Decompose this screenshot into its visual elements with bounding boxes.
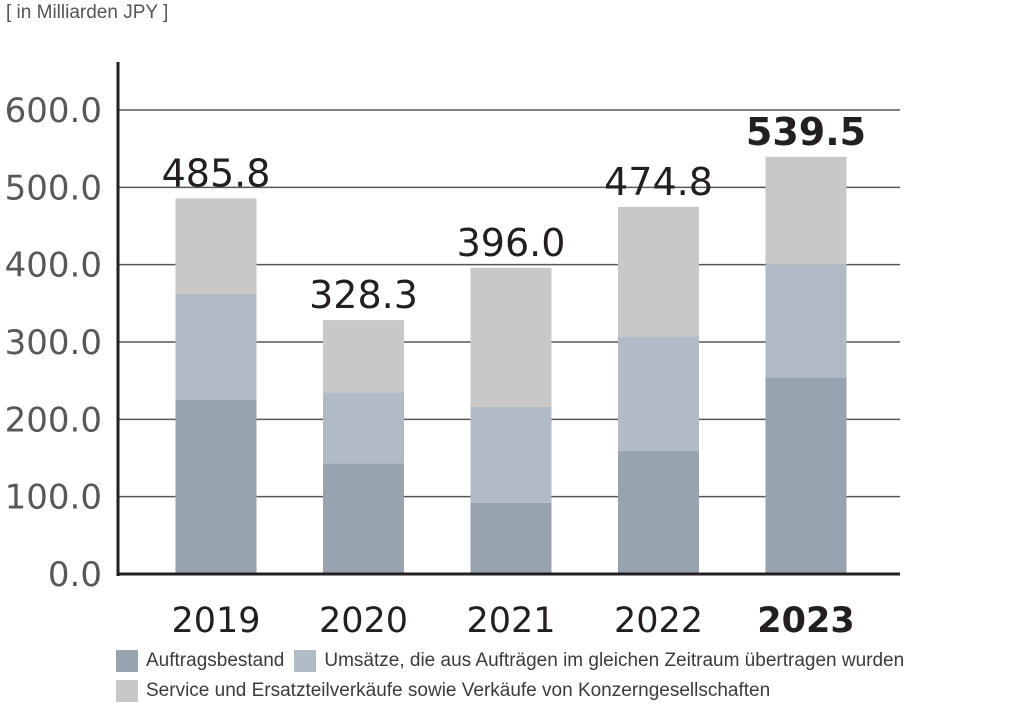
legend-label: Umsätze, die aus Aufträgen im gleichen Z… (324, 650, 905, 671)
y-tick-label: 0.0 (48, 555, 102, 595)
x-tick-label: 2020 (319, 601, 408, 641)
bar-segment (470, 406, 552, 503)
legend-swatch (116, 650, 138, 672)
bar-segment (470, 267, 552, 407)
x-tick-labels: 2019 2020 2021 2022 2023 (171, 601, 854, 641)
total-label: 539.5 (746, 110, 866, 154)
bar-segment (323, 392, 404, 464)
legend-swatch (294, 650, 317, 672)
y-tick-label: 400.0 (5, 246, 102, 286)
y-tick-label: 100.0 (5, 478, 102, 518)
total-label: 396.0 (457, 221, 566, 265)
legend-label: Auftragsbestand (146, 650, 285, 671)
total-label: 328.3 (309, 273, 418, 317)
bar-segment (323, 320, 404, 393)
bar-segment (618, 336, 699, 452)
y-tick-label: 300.0 (5, 323, 102, 363)
y-tick-label: 600.0 (5, 91, 102, 131)
bar-segment (765, 264, 847, 378)
unit-label: [ in Milliarden JPY ] (6, 2, 169, 23)
bar-segment (175, 400, 257, 574)
bar-segment (323, 463, 404, 574)
total-label: 485.8 (162, 151, 271, 195)
bar-segment (765, 156, 847, 265)
y-tick-labels: 0.0 100.0 200.0 300.0 400.0 500.0 600.0 (5, 91, 102, 595)
legend-label: Service und Ersatzteilverkäufe sowie Ver… (146, 680, 771, 701)
x-tick-label: 2021 (466, 601, 555, 641)
bar-segment (470, 502, 552, 574)
y-tick-label: 500.0 (5, 168, 102, 208)
x-tick-label: 2019 (171, 601, 260, 641)
x-tick-label: 2022 (614, 601, 703, 641)
bar-segment (618, 451, 699, 574)
legend: Auftragsbestand Umsätze, die aus Aufträge… (116, 648, 1006, 708)
bars (175, 156, 847, 574)
axes (116, 62, 900, 576)
y-tick-label: 200.0 (5, 400, 102, 440)
total-label: 474.8 (604, 160, 713, 204)
x-tick-label: 2023 (757, 601, 854, 641)
bar-segment (765, 377, 847, 574)
total-labels: 485.8 328.3 396.0 474.8 539.5 (162, 110, 867, 317)
legend-swatch (116, 680, 138, 702)
bar-segment (175, 294, 257, 400)
legend-item: Umsätze, die aus Aufträgen im gleichen Z… (294, 648, 904, 674)
bar-segment (175, 198, 257, 295)
bar-segment (618, 206, 699, 337)
legend-item: Service und Ersatzteilverkäufe sowie Ver… (116, 678, 770, 704)
legend-item: Auftragsbestand (116, 648, 284, 674)
